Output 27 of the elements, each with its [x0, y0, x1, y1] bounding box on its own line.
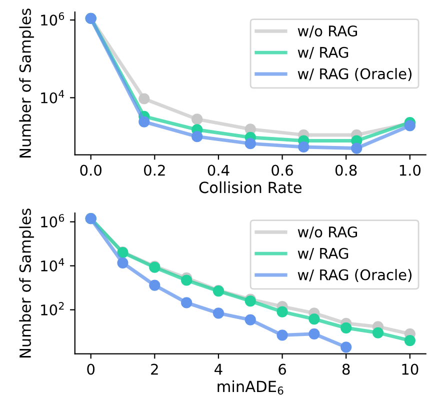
x-tick-label: 0: [87, 364, 95, 375]
legend-label: w/ RAG: [298, 46, 348, 60]
x-tick-label: 8: [342, 364, 350, 375]
y-tick-label: 10$^{6}$: [41, 12, 64, 26]
x-tick-label: 6: [278, 364, 286, 375]
x-tick-label: 1.0: [400, 164, 421, 176]
y-axis-title: Number of Samples: [19, 8, 34, 158]
y-tick-label: 10$^{4}$: [41, 258, 64, 272]
x-axis-title: Collision Rate: [199, 181, 302, 194]
x-tick-label: 0.6: [272, 164, 293, 176]
x-tick-label: 0.2: [144, 164, 165, 176]
y-tick-label: 10$^{4}$: [41, 90, 64, 104]
x-tick-label: 0.4: [208, 164, 230, 176]
x-tick-label: 4: [214, 364, 222, 375]
x-tick-label: 10: [402, 364, 418, 375]
x-axis-title: minADE$_{6}$: [218, 380, 284, 395]
legend-label: w/ RAG (Oracle): [298, 268, 412, 282]
y-tick-label: 10$^{2}$: [41, 302, 64, 316]
legend-label: w/ RAG: [298, 248, 348, 260]
x-tick-label: 0.0: [80, 164, 102, 176]
legend-label: w/ RAG (Oracle): [298, 68, 412, 81]
legend-label: w/o RAG: [298, 226, 357, 239]
x-tick-label: 0.8: [335, 164, 357, 176]
x-tick-label: 2: [151, 364, 158, 375]
y-tick-label: 10$^{6}$: [41, 214, 64, 228]
legend-label: w/o RAG: [298, 25, 357, 38]
y-axis-title: Number of Samples: [19, 208, 34, 358]
